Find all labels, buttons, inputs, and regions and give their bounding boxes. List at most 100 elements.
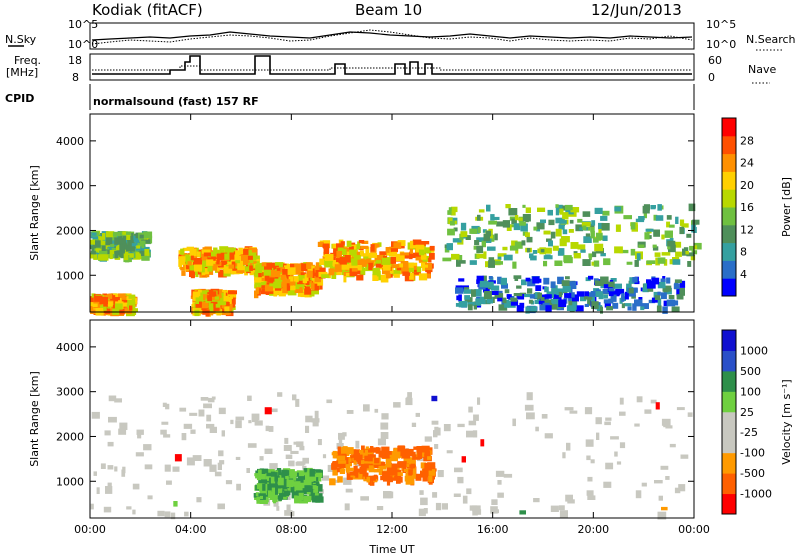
echo-cell: [418, 474, 423, 478]
echo-cell: [497, 276, 502, 285]
echo-cell: [372, 274, 379, 281]
echo-cell: [526, 236, 533, 243]
colorbar-tick-label: 4: [740, 268, 747, 281]
echo-cell: [302, 490, 308, 495]
echo-cell: [425, 262, 432, 271]
echo-cell: [497, 297, 503, 302]
echo-cell: [365, 258, 371, 265]
nsky-line: [91, 31, 693, 41]
echo-cell: [378, 450, 383, 458]
echo-cell: [114, 237, 122, 245]
echo-cell: [424, 451, 431, 457]
echo-cell: [495, 470, 505, 477]
echo-cell: [118, 234, 127, 240]
echo-cell: [660, 465, 669, 470]
echo-cell: [332, 469, 338, 476]
echo-cell: [366, 476, 370, 483]
echo-cell: [661, 252, 671, 256]
echo-cells: [90, 392, 693, 520]
echo-cell: [247, 443, 257, 448]
echo-cell: [653, 229, 660, 237]
colorbar: 1000 500 100 25 -25 -100 -500 -1000 Velocity [m …: [721, 329, 793, 515]
echo-cell: [564, 407, 574, 411]
echo-cell: [276, 267, 285, 273]
echo-cell: [565, 276, 570, 280]
echo-cell: [178, 259, 183, 267]
echo-cell: [626, 283, 631, 287]
echo-cell: [591, 301, 599, 309]
echo-cell: [498, 304, 508, 311]
echo-cell: [276, 506, 280, 511]
echo-cell: [494, 233, 498, 241]
echo-cell: [105, 232, 113, 238]
echo-cell: [282, 484, 288, 490]
echo-cell: [294, 478, 301, 483]
echo-cell: [345, 467, 350, 473]
echo-cell: [503, 473, 513, 478]
echo-cell: [184, 254, 194, 262]
echo-cell: [413, 265, 417, 270]
echo-cell: [114, 303, 123, 310]
echo-cell: [473, 414, 479, 421]
echo-cell: [456, 258, 461, 267]
echo-cell: [615, 288, 625, 294]
echo-cell: [281, 286, 291, 294]
echo-cell: [315, 262, 319, 268]
echo-cell: [449, 220, 455, 226]
echo-cell: [558, 299, 567, 307]
echo-cell: [467, 304, 473, 311]
echo-cell: [363, 404, 370, 412]
echo-cell: [570, 207, 580, 213]
echo-cell: [208, 257, 216, 261]
echo-cell: [644, 232, 650, 240]
echo-cell: [588, 292, 596, 297]
colorbar-swatch: [722, 153, 736, 172]
echo-cell: [559, 238, 567, 247]
echo-cell: [548, 302, 553, 308]
echo-cell: [405, 478, 415, 485]
echo-cell: [417, 451, 423, 459]
echo-cell: [479, 280, 489, 288]
echo-cell: [217, 503, 225, 510]
echo-cell: [476, 275, 484, 283]
echo-cell: [345, 272, 352, 277]
echo-cell: [362, 253, 369, 257]
echo-cell: [420, 471, 429, 478]
echo-cell: [391, 264, 400, 269]
echo-cell: [646, 280, 656, 289]
echo-cell: [218, 407, 226, 415]
velocity-heatmap-panel: 1000 2000 3000 4000 00:00 04:00 08:00 12:00 16:0…: [28, 319, 793, 536]
x-tick-label: 12:00: [376, 523, 408, 536]
echo-cell: [672, 259, 681, 265]
echo-cell: [319, 258, 328, 265]
echo-cell: [408, 262, 418, 271]
echo-cell: [588, 253, 593, 258]
echo-cell: [315, 471, 323, 478]
echo-cell: [586, 490, 594, 496]
echo-cell: [105, 486, 113, 494]
echo-cell: [490, 285, 500, 291]
echo-cell: [619, 442, 626, 449]
echo-cell: [402, 271, 410, 276]
echo-cell: [491, 296, 495, 303]
echo-cell: [577, 244, 586, 250]
echo-cell: [290, 450, 299, 454]
echo-cell: [288, 267, 296, 275]
echo-cell: [669, 443, 676, 448]
echo-cell: [337, 467, 342, 473]
echo-cell: [543, 260, 548, 267]
echo-cell: [243, 266, 251, 272]
echo-cell: [164, 511, 171, 518]
echo-cell: [540, 219, 546, 224]
echo-cell: [675, 241, 682, 248]
echo-cell: [604, 421, 611, 426]
echo-cell: [543, 230, 551, 235]
nsearch-label: N.Search: [746, 33, 796, 46]
echo-cell: [383, 491, 392, 499]
echo-cell: [378, 471, 384, 475]
echo-cell: [627, 306, 632, 311]
echo-cell: [266, 276, 274, 282]
echo-cell: [638, 297, 643, 302]
echo-cell: [558, 291, 563, 298]
echo-cell: [135, 232, 140, 239]
